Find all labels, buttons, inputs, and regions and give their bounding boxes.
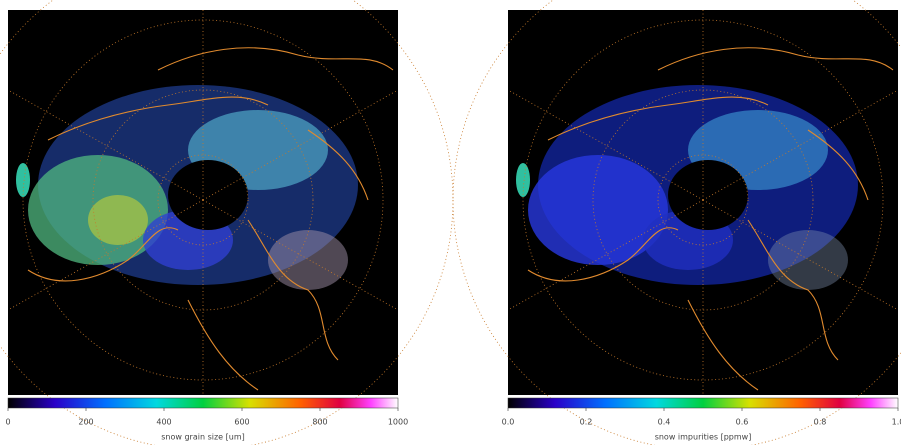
tick-label: 1.0 bbox=[892, 418, 901, 427]
colorbar bbox=[508, 398, 898, 408]
colorbar-label: snow grain size [um] bbox=[161, 433, 244, 442]
tick-label: 600 bbox=[234, 418, 249, 427]
tick-label: 0 bbox=[5, 418, 10, 427]
tick-label: 1000 bbox=[388, 418, 408, 427]
tick-label: 0.8 bbox=[814, 418, 827, 427]
map-panel bbox=[0, 0, 453, 445]
colorbar bbox=[8, 398, 398, 408]
figure: 0 200 400 600 800 1000 snow grain size [um] 0.0… bbox=[0, 0, 901, 445]
tick-label: 0.0 bbox=[502, 418, 515, 427]
tick-label: 0.6 bbox=[736, 418, 749, 427]
tick-label: 0.4 bbox=[658, 418, 671, 427]
tick-label: 0.2 bbox=[580, 418, 593, 427]
tick-label: 200 bbox=[78, 418, 93, 427]
colorbar-label: snow impurities [ppmw] bbox=[655, 433, 752, 442]
map-panel bbox=[453, 0, 901, 445]
tick-label: 800 bbox=[312, 418, 327, 427]
tick-label: 400 bbox=[156, 418, 171, 427]
